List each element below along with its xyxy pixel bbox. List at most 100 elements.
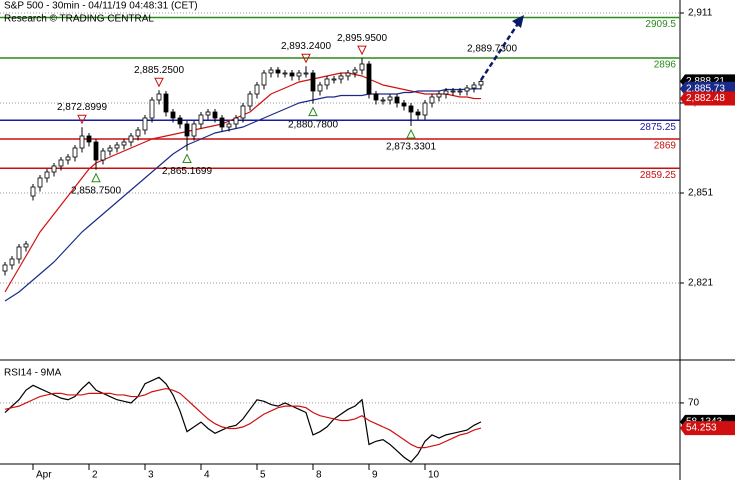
last-value-label: 2,885.73 (686, 83, 725, 94)
rsi-y-tick-label: 70 (688, 398, 700, 409)
candle-body (205, 111, 211, 116)
candle-body (219, 117, 225, 128)
candle-body (387, 96, 393, 101)
candle-body (233, 117, 239, 125)
candle-body (394, 96, 400, 104)
level-label: 2875.25 (640, 122, 677, 133)
candle-body (44, 171, 50, 179)
candle-body (142, 117, 148, 131)
candle-body (415, 111, 421, 116)
annotation-label: 2,893.2400 (281, 41, 331, 52)
candle-body (212, 111, 218, 119)
candle-body (282, 72, 288, 75)
candle-body (100, 150, 106, 161)
level-label: 2909.5 (645, 19, 676, 30)
candle-body (345, 72, 351, 77)
x-tick-label: 9 (372, 470, 378, 480)
candle-body (408, 105, 414, 113)
candle-body (436, 93, 442, 98)
candle-body (114, 144, 120, 149)
candle-body (72, 147, 78, 158)
candle-body (471, 84, 477, 89)
trough-marker (91, 172, 101, 183)
candle-body (359, 63, 365, 71)
annotation-label: 2,889.7300 (467, 44, 517, 55)
level-label: 2869 (654, 141, 677, 152)
candle-body (23, 243, 29, 248)
candle-body (65, 156, 71, 161)
annotation-label: 2,865.1699 (162, 166, 212, 177)
candle-body (478, 80, 484, 86)
candle-body (177, 117, 183, 125)
candle-body (352, 69, 358, 74)
y-tick-label: 2,911 (688, 8, 713, 19)
candle-body (163, 93, 169, 113)
last-value-label: 2,882.48 (686, 93, 725, 104)
candle-body (198, 114, 204, 125)
annotation-label: 2,880.7800 (288, 119, 338, 130)
candle-body (317, 84, 323, 92)
candle-body (268, 69, 274, 74)
rsi-line (4, 376, 482, 463)
candle-body (422, 102, 428, 116)
level-label: 2859.25 (640, 170, 677, 181)
candle-body (366, 63, 372, 95)
candle-body (184, 123, 190, 137)
peak-marker (154, 77, 164, 88)
y-tick-label: 2,851 (688, 188, 713, 199)
candle-body (128, 135, 134, 143)
annotation-label: 2,885.2500 (134, 65, 184, 76)
trough-marker (406, 128, 416, 139)
level-label: 2896 (654, 60, 677, 71)
x-tick-label: 3 (148, 470, 154, 480)
x-tick-label: 4 (204, 470, 210, 480)
candle-body (86, 135, 92, 143)
last-value-label: 2,888.21 (686, 76, 725, 87)
candle-body (191, 123, 197, 137)
candle-body (429, 96, 435, 104)
candle-body (93, 141, 99, 161)
candle-body (261, 72, 267, 86)
chart-subtitle: Research © TRADING CENTRAL (4, 14, 154, 25)
candle-body (226, 123, 232, 128)
candle-body (401, 102, 407, 107)
plot: 2,9112,8812,8512,82170Apr234589102909.52… (0, 8, 735, 480)
candle-body (156, 93, 162, 101)
rsi-last-value-label: 54.253 (686, 423, 717, 434)
candle-body (149, 99, 155, 119)
forecast-arrowhead (512, 15, 524, 28)
candle-body (9, 258, 15, 266)
peak-marker (357, 45, 367, 56)
candle-body (240, 105, 246, 119)
candle-body (310, 72, 316, 92)
candle-body (303, 72, 309, 75)
candle-body (443, 90, 449, 95)
trough-marker (182, 153, 192, 163)
candle-body (37, 177, 43, 188)
candle-body (296, 72, 302, 77)
annotation-label: 2,872.8999 (57, 102, 107, 113)
candle-body (464, 87, 470, 92)
candle-body (247, 93, 253, 107)
rsi-title: RSI14 - 9MA (4, 368, 62, 379)
trough-marker (308, 106, 318, 117)
rsi-last-value-flag (680, 421, 735, 436)
candle-body (324, 78, 330, 86)
candle-body (457, 90, 463, 93)
candle-body (135, 129, 141, 137)
last-value-flag (680, 91, 735, 106)
candle-body (373, 93, 379, 101)
candle-body (254, 84, 260, 95)
candle-body (170, 111, 176, 119)
x-tick-label: 10 (428, 470, 440, 480)
annotation-label: 2,873.3301 (386, 142, 436, 153)
candle-body (16, 246, 22, 260)
candle-body (289, 72, 295, 77)
candle-body (380, 99, 386, 102)
candle-body (51, 165, 57, 173)
annotation-label: 2,895.9500 (337, 33, 387, 44)
x-tick-label: Apr (36, 470, 52, 480)
y-tick-label: 2,821 (688, 278, 713, 289)
